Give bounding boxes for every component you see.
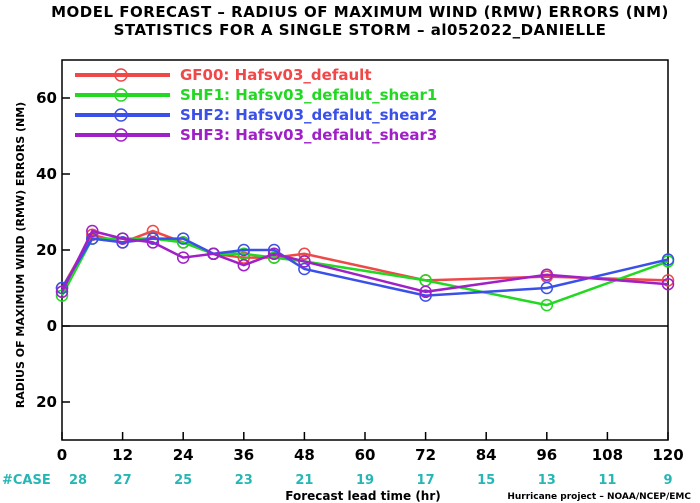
x-tick-label: 96	[536, 446, 557, 464]
case-counts: 28 27 25 23 21 19 17 15 13 11 9	[69, 473, 673, 488]
case-count: 13	[538, 473, 556, 488]
y-tick-label: 60	[36, 89, 57, 107]
chart-subtitle: STATISTICS FOR A SINGLE STORM – al052022…	[114, 21, 607, 39]
x-tick-label: 72	[415, 446, 436, 464]
data-point	[419, 289, 432, 302]
x-tick-label: 108	[592, 446, 623, 464]
data-point	[267, 251, 281, 264]
y-tick-label: 40	[36, 165, 57, 183]
legend-marker	[114, 68, 128, 82]
x-axis-ticks: 0 12 24 36 48 60 72 84 96 108 120	[57, 432, 684, 464]
legend-label: SHF3: Hafsv03_defalut_shear3	[180, 126, 437, 144]
y-tick-label: 20	[36, 241, 57, 259]
data-point	[540, 281, 554, 295]
x-tick-label: 84	[476, 446, 497, 464]
legend-item: GF00: Hafsv03_default	[75, 66, 371, 84]
data-point	[176, 232, 190, 245]
data-point	[661, 253, 675, 266]
case-count: 27	[114, 473, 132, 488]
case-count: 19	[356, 473, 374, 488]
x-tick-label: 24	[173, 446, 194, 464]
data-point	[55, 285, 69, 299]
case-count: 9	[663, 473, 672, 488]
data-point	[267, 247, 281, 261]
legend: GF00: Hafsv03_default SHF1: Hafsv03_defal…	[75, 66, 437, 144]
x-tick-label: 120	[652, 446, 683, 464]
x-tick-label: 12	[112, 446, 133, 464]
legend-marker	[114, 108, 128, 122]
data-point	[267, 243, 281, 257]
case-count: 11	[598, 473, 616, 488]
x-tick-label: 36	[233, 446, 254, 464]
legend-marker	[114, 128, 128, 142]
data-point	[540, 298, 554, 312]
case-count: 25	[174, 473, 192, 488]
x-tick-label: 0	[57, 446, 67, 464]
data-point	[207, 247, 220, 261]
chart-title: MODEL FORECAST – RADIUS OF MAXIMUM WIND …	[51, 3, 669, 21]
y-tick-label: 0	[47, 317, 57, 335]
case-count: 17	[417, 473, 435, 488]
data-point	[237, 258, 251, 272]
data-point	[55, 281, 69, 295]
data-point	[298, 255, 311, 268]
legend-label: GF00: Hafsv03_default	[180, 66, 371, 84]
data-point	[237, 243, 251, 257]
case-label: #CASE	[2, 473, 51, 488]
data-point	[298, 262, 311, 276]
case-count: 15	[477, 473, 495, 488]
series-2	[55, 232, 675, 312]
case-count: 23	[235, 473, 253, 488]
legend-label: SHF1: Hafsv03_defalut_shear1	[180, 86, 437, 104]
legend-item: SHF2: Hafsv03_defalut_shear2	[75, 106, 437, 124]
data-point	[661, 274, 675, 287]
data-point	[146, 236, 160, 249]
data-point	[540, 268, 554, 281]
legend-item: SHF3: Hafsv03_defalut_shear3	[75, 126, 437, 144]
y-axis-ticks: 20 0 20 40 60	[36, 89, 70, 411]
data-point	[116, 236, 129, 249]
y-axis-label: RADIUS OF MAXIMUM WIND (RMW) ERRORS (NM)	[14, 102, 27, 408]
legend-label: SHF2: Hafsv03_defalut_shear2	[180, 106, 437, 124]
data-point	[146, 232, 160, 245]
series-4	[55, 224, 675, 299]
data-point	[176, 251, 190, 264]
data-point	[86, 224, 99, 238]
legend-marker	[114, 88, 128, 102]
data-point	[237, 251, 251, 264]
legend-item: SHF1: Hafsv03_defalut_shear1	[75, 86, 437, 104]
y-tick-label: 20	[36, 393, 57, 411]
data-point	[298, 247, 311, 261]
x-tick-label: 48	[294, 446, 315, 464]
data-point	[419, 285, 432, 299]
x-tick-label: 60	[355, 446, 376, 464]
case-count: 21	[295, 473, 313, 488]
credit-text: Hurricane project – NOAA/NCEP/EMC	[507, 492, 691, 502]
data-point	[116, 232, 129, 245]
x-axis-label: Forecast lead time (hr)	[285, 489, 441, 503]
case-count: 28	[69, 473, 87, 488]
data-point	[661, 277, 675, 291]
series-layer	[55, 224, 675, 312]
